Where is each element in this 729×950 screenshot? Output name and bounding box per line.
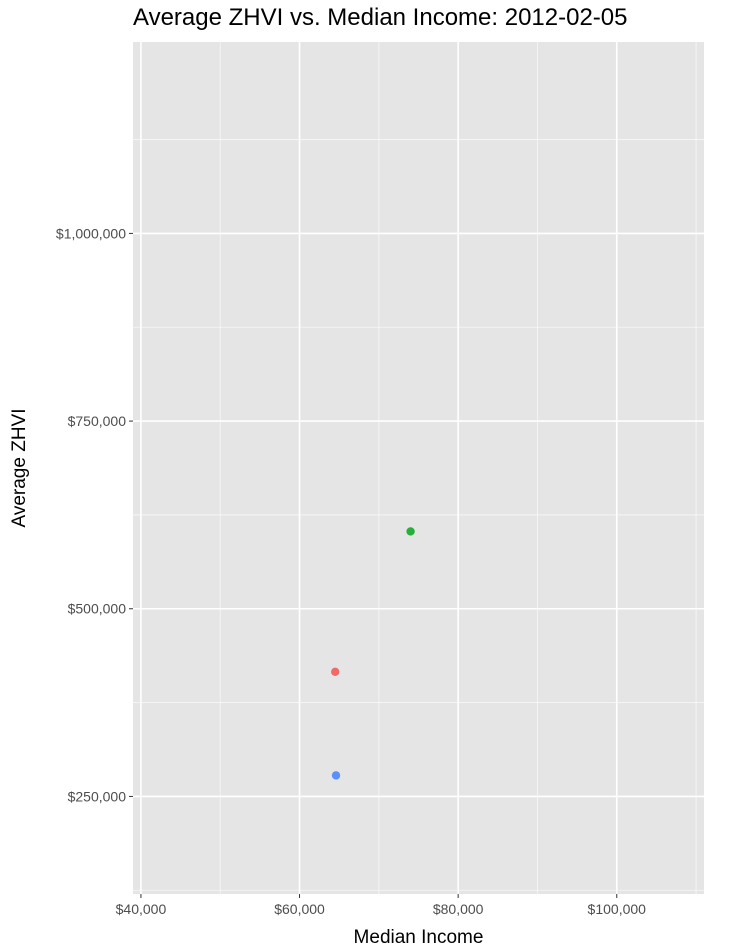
data-points [331, 527, 415, 780]
y-tick-label: $1,000,000 [56, 225, 126, 241]
data-point [331, 667, 340, 677]
chart-title: Average ZHVI vs. Median Income: 2012-02-… [133, 4, 628, 31]
x-tick-label: $100,000 [588, 901, 647, 917]
y-tick-label: $250,000 [68, 788, 127, 804]
y-tick-label: $750,000 [68, 413, 127, 429]
x-axis-title: Median Income [354, 927, 484, 948]
y-tick-label: $500,000 [68, 601, 127, 617]
y-axis-title: Average ZHVI [9, 409, 30, 528]
x-tick-label: $40,000 [116, 901, 167, 917]
y-axis: $250,000 $500,000 $750,000 $1,000,000 [56, 225, 133, 804]
major-grid [133, 42, 704, 894]
x-tick-label: $80,000 [433, 901, 484, 917]
data-point [331, 771, 341, 780]
x-axis: $40,000 $60,000 $80,000 $100,000 [116, 894, 647, 917]
x-tick-label: $60,000 [274, 901, 325, 917]
plot-panel [133, 42, 704, 894]
data-point [406, 527, 415, 536]
minor-grid [133, 42, 704, 894]
